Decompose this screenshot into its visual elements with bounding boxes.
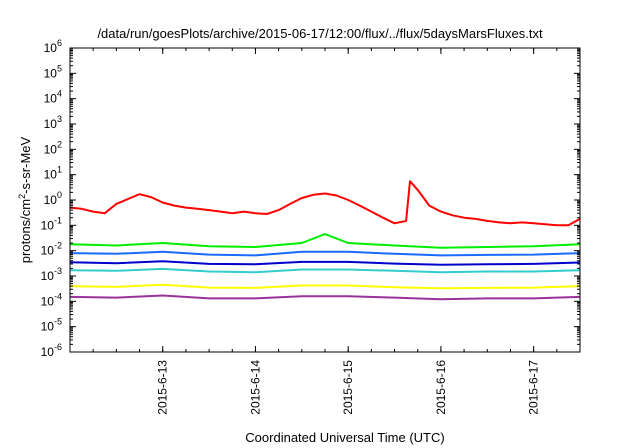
- y-tick-label: 10-2: [41, 241, 62, 258]
- series-line-7: [69, 294, 581, 301]
- y-tick-base: 10: [41, 345, 55, 359]
- y-tick-base: 10: [41, 320, 55, 334]
- y-axis-label-main: protons/cm: [18, 199, 33, 263]
- y-axis-label: protons/cm2-s-sr-MeV: [17, 136, 33, 263]
- y-tick-base: 10: [44, 193, 58, 207]
- plot-series: [69, 180, 581, 301]
- y-tick-base: 10: [44, 66, 58, 80]
- series-line-5: [69, 267, 581, 274]
- y-tick-label: 103: [44, 114, 62, 131]
- y-tick-base: 10: [41, 294, 55, 308]
- y-tick-exp: 3: [57, 114, 62, 124]
- y-tick-base: 10: [44, 117, 58, 131]
- x-tick-label: 2015-6-14: [248, 360, 262, 415]
- y-axis: 10-610-510-410-310-210-11001011021031041…: [41, 38, 580, 359]
- y-tick-label: 10-5: [41, 317, 62, 334]
- chart-title: /data/run/goesPlots/archive/2015-06-17/1…: [97, 26, 543, 41]
- y-axis-label-sup: 2: [17, 194, 27, 199]
- y-tick-exp: -3: [54, 266, 62, 276]
- y-tick-base: 10: [41, 244, 55, 258]
- y-tick-exp: 2: [57, 139, 62, 149]
- y-tick-exp: 4: [57, 89, 62, 99]
- series-line-1: [69, 180, 581, 227]
- y-tick-label: 10-1: [41, 215, 62, 232]
- x-axis: 2015-6-13 2015-6-14 2015-6-15 2015-6-16 2015…: [69, 48, 581, 415]
- y-tick-label: 10-6: [41, 342, 62, 359]
- y-tick-exp: -5: [54, 317, 62, 327]
- series-line-3: [69, 250, 581, 257]
- y-tick-base: 10: [41, 218, 55, 232]
- y-tick-exp: 1: [57, 165, 62, 175]
- x-tick-label: 2015-6-15: [341, 360, 355, 415]
- y-tick-base: 10: [44, 142, 58, 156]
- y-tick-exp: 0: [57, 190, 62, 200]
- x-tick-label: 2015-6-16: [434, 360, 448, 415]
- x-axis-label: Coordinated Universal Time (UTC): [245, 430, 444, 445]
- y-tick-base: 10: [44, 41, 58, 55]
- y-tick-exp: -4: [54, 291, 62, 301]
- y-tick-base: 10: [41, 269, 55, 283]
- y-tick-exp: -2: [54, 241, 62, 251]
- series-line-4: [69, 260, 581, 266]
- y-tick-label: 101: [44, 165, 62, 182]
- plot-frame: [69, 47, 581, 353]
- y-tick-base: 10: [44, 168, 58, 182]
- y-tick-label: 10-3: [41, 266, 62, 283]
- y-tick-base: 10: [44, 92, 58, 106]
- y-tick-label: 106: [44, 38, 62, 55]
- y-tick-label: 102: [44, 139, 62, 156]
- y-tick-exp: -6: [54, 342, 62, 352]
- x-tick-label: 2015-6-17: [527, 360, 541, 415]
- y-tick-exp: 5: [57, 63, 62, 73]
- x-tick-label: 2015-6-13: [156, 360, 170, 415]
- y-tick-label: 100: [44, 190, 62, 207]
- y-axis-label-tail: -s-sr-MeV: [18, 136, 33, 193]
- y-tick-label: 105: [44, 63, 62, 80]
- y-tick-exp: -1: [54, 215, 62, 225]
- series-line-6: [69, 283, 581, 290]
- y-tick-exp: 6: [57, 38, 62, 48]
- y-tick-label: 10-4: [41, 291, 62, 308]
- y-tick-label: 104: [44, 89, 62, 106]
- series-line-2: [69, 233, 581, 249]
